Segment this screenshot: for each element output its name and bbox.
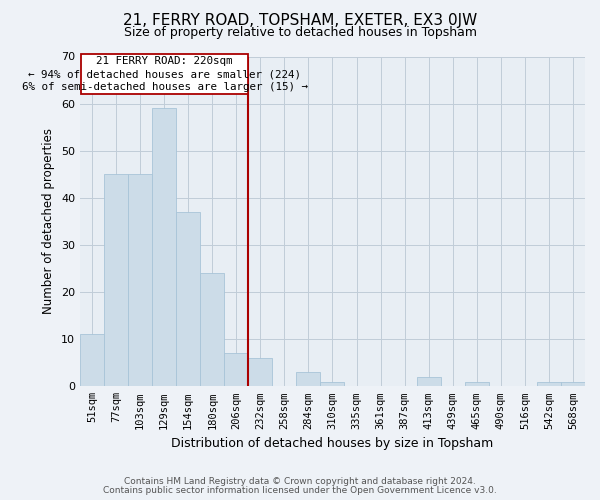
Bar: [80, 334, 104, 386]
Bar: [104, 174, 128, 386]
Y-axis label: Number of detached properties: Number of detached properties: [43, 128, 55, 314]
Text: ← 94% of detached houses are smaller (224): ← 94% of detached houses are smaller (22…: [28, 69, 301, 79]
Bar: [152, 108, 176, 386]
Text: Size of property relative to detached houses in Topsham: Size of property relative to detached ho…: [124, 26, 476, 39]
X-axis label: Distribution of detached houses by size in Topsham: Distribution of detached houses by size …: [172, 437, 494, 450]
Bar: [176, 212, 200, 386]
Bar: [224, 354, 248, 386]
Bar: [561, 382, 585, 386]
Bar: [200, 273, 224, 386]
Bar: [248, 358, 272, 386]
Bar: [537, 382, 561, 386]
Text: 21 FERRY ROAD: 220sqm: 21 FERRY ROAD: 220sqm: [97, 56, 233, 66]
Bar: [128, 174, 152, 386]
Bar: [320, 382, 344, 386]
Text: 6% of semi-detached houses are larger (15) →: 6% of semi-detached houses are larger (1…: [22, 82, 308, 92]
Text: Contains public sector information licensed under the Open Government Licence v3: Contains public sector information licen…: [103, 486, 497, 495]
FancyBboxPatch shape: [81, 54, 248, 94]
Bar: [416, 377, 440, 386]
Bar: [296, 372, 320, 386]
Text: Contains HM Land Registry data © Crown copyright and database right 2024.: Contains HM Land Registry data © Crown c…: [124, 477, 476, 486]
Bar: [465, 382, 489, 386]
Text: 21, FERRY ROAD, TOPSHAM, EXETER, EX3 0JW: 21, FERRY ROAD, TOPSHAM, EXETER, EX3 0JW: [123, 12, 477, 28]
